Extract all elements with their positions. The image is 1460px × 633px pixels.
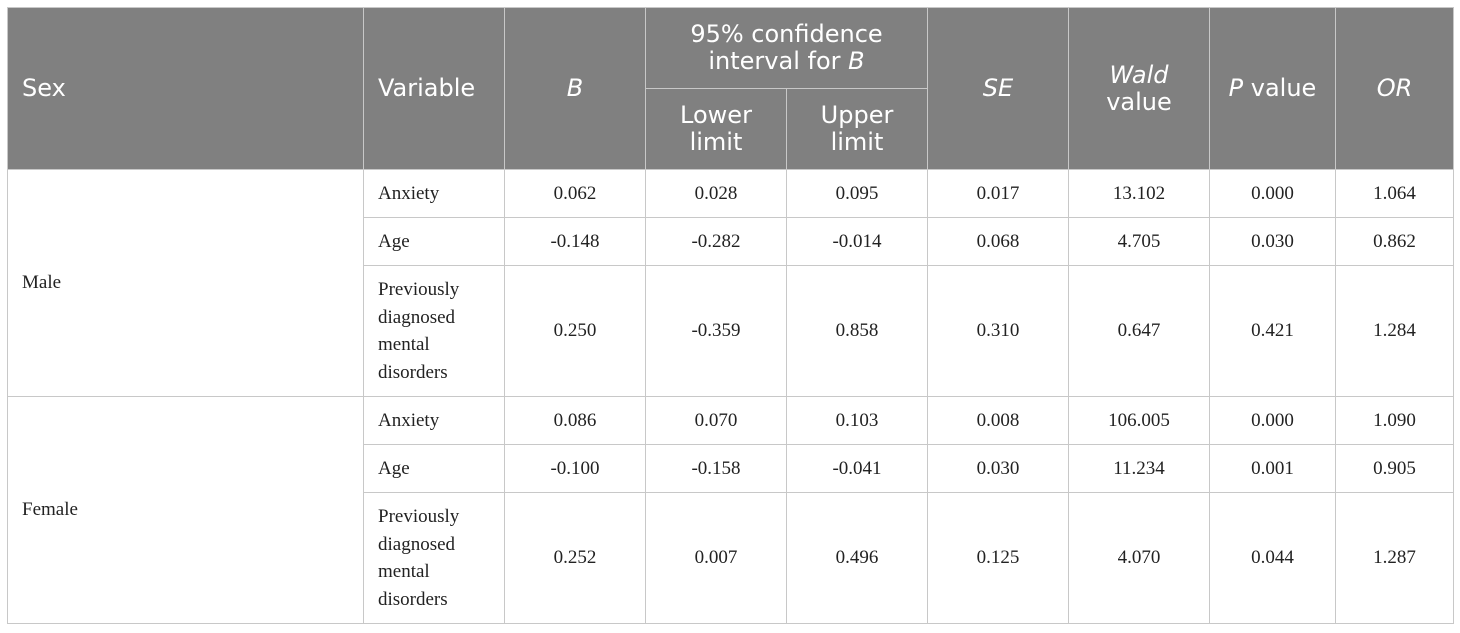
variable-cell: Age [363,444,505,493]
b-cell: 0.252 [504,492,646,624]
header-p-value: P value [1209,7,1336,170]
header-wald: Wald value [1068,7,1210,170]
b-cell: 0.250 [504,265,646,397]
lower-line2: limit [689,128,743,156]
wald-cell: 0.647 [1068,265,1210,397]
or-cell: 0.862 [1335,217,1454,266]
variable-line: diagnosed [378,306,456,328]
lower-cell: -0.158 [645,444,787,493]
header-or: OR [1335,7,1454,170]
sex-cell: Male [7,169,364,397]
upper-cell: -0.041 [786,444,928,493]
or-cell: 1.064 [1335,169,1454,218]
se-cell: 0.008 [927,396,1069,445]
header-se: SE [927,7,1069,170]
lower-cell: 0.007 [645,492,787,624]
header-p: P [1228,74,1244,102]
variable-cell: Age [363,217,505,266]
header-b: B [504,7,646,170]
wald-cell: 4.705 [1068,217,1210,266]
wald-cell: 4.070 [1068,492,1210,624]
table-row: Previously diagnosed mental disorders 0.250… [8,265,1454,397]
se-cell: 0.030 [927,444,1069,493]
or-cell: 0.905 [1335,444,1454,493]
sex-cell: Female [7,396,364,624]
se-cell: 0.068 [927,217,1069,266]
header-lower-limit: Lower limit [645,88,787,170]
variable-cell: Previously diagnosed mental disorders [363,492,505,624]
variable-line: Previously [378,506,460,527]
lower-line1: Lower [680,101,752,129]
b-cell: -0.148 [504,217,646,266]
header-sex: Sex [7,7,364,170]
or-cell: 1.284 [1335,265,1454,397]
variable-line: disorders [378,361,448,383]
lower-cell: 0.070 [645,396,787,445]
lower-cell: 0.028 [645,169,787,218]
wald-cell: 11.234 [1068,444,1210,493]
upper-cell: 0.103 [786,396,928,445]
table-body: Male Anxiety 0.062 0.028 0.095 0.017 13.… [7,169,1454,624]
wald-cell: 106.005 [1068,396,1210,445]
p-cell: 0.001 [1209,444,1336,493]
variable-line: mental [378,334,430,355]
upper-line2: limit [830,128,884,156]
regression-table: Sex Variable B 95% confidence interval f… [7,7,1454,624]
or-cell: 1.287 [1335,492,1454,624]
table-row: Previously diagnosed mental disorders 0.252… [8,492,1454,624]
variable-cell: Anxiety [363,169,505,218]
upper-cell: 0.095 [786,169,928,218]
upper-line1: Upper [820,101,894,129]
variable-cell: Previously diagnosed mental disorders [363,265,505,397]
lower-cell: -0.282 [645,217,787,266]
p-cell: 0.030 [1209,217,1336,266]
lower-cell: -0.359 [645,265,787,397]
se-cell: 0.125 [927,492,1069,624]
p-cell: 0.000 [1209,396,1336,445]
wald-cell: 13.102 [1068,169,1210,218]
variable-line: mental [378,561,430,582]
table-header: Sex Variable B 95% confidence interval f… [7,7,1454,170]
se-cell: 0.017 [927,169,1069,218]
variable-line: diagnosed [378,533,456,555]
variable-cell: Anxiety [363,396,505,445]
header-wald-value: value [1106,87,1172,116]
header-ci-b: B [848,47,865,75]
variable-line: Previously [378,279,460,300]
table-row: Female Anxiety 0.086 0.070 0.103 0.008 1… [7,396,1454,624]
p-cell: 0.421 [1209,265,1336,397]
table-row: Age -0.148 -0.282 -0.014 0.068 4.705 0.0… [8,217,1454,266]
upper-cell: -0.014 [786,217,928,266]
variable-line: disorders [378,588,448,610]
p-cell: 0.044 [1209,492,1336,624]
table-row: Male Anxiety 0.062 0.028 0.095 0.017 13.… [7,169,1454,397]
p-cell: 0.000 [1209,169,1336,218]
header-ci-text: 95% confidence interval for [690,20,883,75]
header-ci: 95% confidence interval for B [645,7,928,89]
header-variable: Variable [363,7,505,170]
b-cell: -0.100 [504,444,646,493]
se-cell: 0.310 [927,265,1069,397]
header-wald-word: Wald [1109,60,1169,89]
upper-cell: 0.496 [786,492,928,624]
b-cell: 0.086 [504,396,646,445]
header-upper-limit: Upper limit [786,88,928,170]
or-cell: 1.090 [1335,396,1454,445]
header-p-suffix: value [1243,74,1317,102]
b-cell: 0.062 [504,169,646,218]
upper-cell: 0.858 [786,265,928,397]
